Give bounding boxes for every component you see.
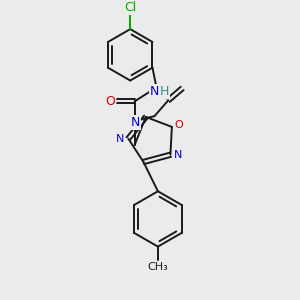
Text: H: H bbox=[160, 85, 169, 98]
Text: Cl: Cl bbox=[124, 1, 136, 14]
Text: CH₃: CH₃ bbox=[148, 262, 168, 272]
Text: O: O bbox=[174, 120, 183, 130]
Text: N: N bbox=[116, 134, 124, 144]
Text: N: N bbox=[131, 116, 140, 129]
Text: N: N bbox=[174, 150, 182, 160]
Text: N: N bbox=[150, 85, 159, 98]
Text: O: O bbox=[105, 95, 115, 108]
